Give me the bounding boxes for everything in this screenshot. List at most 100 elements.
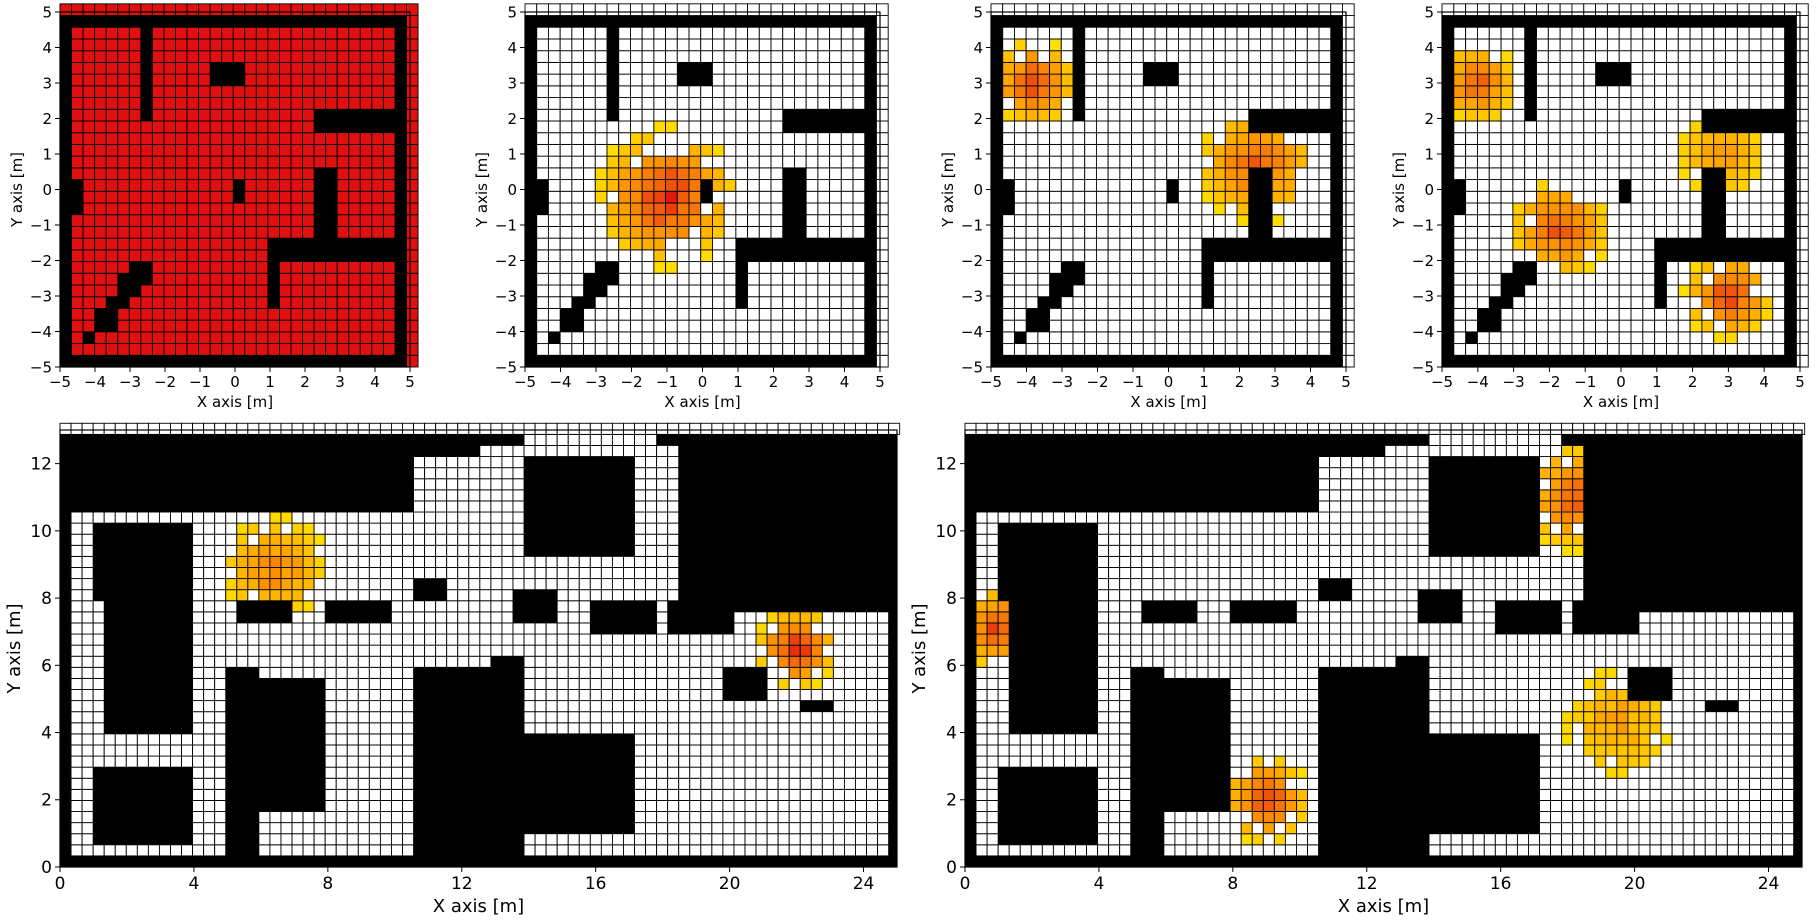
grid-cell: [1654, 108, 1667, 122]
grid-cell: [1606, 261, 1620, 274]
grid-cell: [1142, 319, 1156, 333]
grid-cell: [1060, 143, 1074, 157]
grid-cell: [665, 26, 678, 40]
grid-cell: [267, 214, 280, 227]
grid-cell: [559, 143, 573, 157]
grid-cell: [335, 733, 348, 746]
grid-cell: [559, 85, 573, 99]
grid-cell: [94, 249, 107, 263]
x-tick-label: 4: [370, 373, 380, 391]
grid-cell: [618, 249, 631, 263]
grid-cell: [1224, 331, 1238, 345]
grid-cell: [782, 272, 795, 286]
grid-cell: [1060, 319, 1074, 333]
grid-cell: [105, 155, 119, 169]
grid-cell: [821, 833, 834, 846]
grid-cell: [1488, 97, 1502, 110]
grid-cell: [501, 622, 514, 635]
grid-cell: [1666, 97, 1679, 110]
grid-cell: [424, 622, 437, 635]
grid-cell: [258, 589, 271, 602]
grid-cell: [735, 38, 749, 52]
grid-cell: [128, 97, 142, 110]
grid-cell: [1154, 202, 1168, 216]
grid-cell: [214, 622, 227, 635]
grid-cell: [567, 633, 580, 646]
grid-cell: [676, 50, 690, 63]
grid-cell: [723, 26, 737, 40]
grid-cell: [1002, 319, 1015, 333]
grid-cell: [125, 511, 138, 524]
grid-cell: [817, 167, 831, 181]
grid-cell: [151, 237, 165, 251]
grid-cell: [313, 567, 326, 580]
grid-cell: [1166, 343, 1179, 356]
grid-cell: [1097, 689, 1110, 702]
grid-cell: [805, 132, 819, 145]
grid-cell: [536, 214, 549, 227]
grid-cell: [723, 331, 737, 345]
grid-cell: [1677, 167, 1691, 181]
grid-cell: [103, 844, 116, 857]
grid-cells: [1441, 3, 1809, 368]
grid-cell: [1142, 108, 1156, 122]
grid-cell: [247, 511, 260, 524]
grid-cell: [1772, 261, 1786, 274]
grid-cell: [986, 844, 999, 857]
grid-cell: [788, 788, 801, 801]
grid-cell: [567, 644, 580, 657]
grid-cell: [799, 766, 812, 779]
grid-cell: [435, 544, 448, 557]
grid-cell: [258, 844, 271, 857]
grid-cell: [1224, 97, 1238, 110]
grid-cell: [325, 155, 338, 169]
grid-cell: [1084, 3, 1097, 17]
grid-cell: [348, 343, 361, 356]
grid-cell: [788, 799, 801, 812]
grid-cell: [1060, 214, 1074, 227]
grid-cell: [975, 600, 988, 613]
grid-cell: [645, 689, 658, 702]
grid-cell: [490, 611, 503, 624]
grid-cell: [225, 422, 238, 435]
grid-cell: [221, 202, 234, 216]
grid-cell: [512, 578, 525, 591]
grid-cell: [876, 132, 889, 145]
x-tick-label: 1: [733, 373, 743, 391]
grid-cell: [232, 202, 246, 216]
grid-cell: [368, 533, 381, 546]
grid-cell: [1037, 108, 1051, 122]
grid-cell: [302, 61, 315, 75]
grid-cell: [559, 132, 573, 145]
x-tick-label: 1: [1652, 373, 1662, 391]
grid-cell: [117, 167, 130, 181]
grid-cell: [357, 578, 370, 591]
grid-cell: [512, 555, 525, 568]
grid-cell: [1453, 73, 1467, 87]
grid-cell: [1748, 202, 1762, 216]
grid-cell: [1536, 272, 1549, 286]
grid-cell: [1260, 272, 1273, 286]
grid-cell: [117, 132, 130, 145]
grid-cell: [1642, 261, 1656, 274]
grid-cell: [1583, 331, 1597, 345]
grid-cell: [975, 822, 988, 835]
grid-cell: [1097, 744, 1110, 757]
grid-cell: [371, 284, 384, 298]
grid-cell: [689, 644, 702, 657]
grid-cell: [1201, 343, 1215, 356]
grid-cell: [1049, 132, 1062, 145]
grid-cell: [258, 522, 271, 535]
grid-cell: [832, 844, 845, 857]
grid-cell: [975, 833, 988, 846]
grid-cell: [214, 666, 227, 679]
grid-cell: [1666, 214, 1679, 227]
x-tick-label: 4: [840, 373, 850, 391]
grid-cell: [1748, 284, 1762, 298]
grid-cell: [817, 143, 831, 157]
grid-cell: [723, 97, 737, 110]
grid-cell: [379, 589, 392, 602]
grid-cell: [267, 319, 280, 333]
grid-cell: [82, 85, 96, 99]
grid-cell: [653, 167, 667, 181]
